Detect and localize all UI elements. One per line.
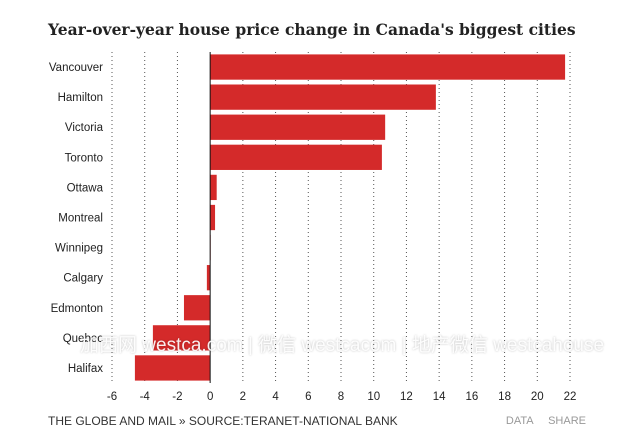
footer-source: THE GLOBE AND MAIL » SOURCE:TERANET-NATI… [48, 414, 398, 428]
x-tick-label: 2 [240, 391, 246, 403]
x-tick-label: 6 [305, 391, 311, 403]
bar-hamilton [210, 84, 436, 110]
category-label: Victoria [65, 122, 104, 134]
category-label: Toronto [65, 152, 103, 164]
category-label: Edmonton [51, 303, 103, 315]
x-tick-label: 16 [465, 391, 478, 403]
category-label: Winnipeg [55, 243, 103, 255]
x-tick-label: 4 [272, 391, 279, 403]
x-tick-label: -2 [172, 391, 182, 403]
x-tick-label: 8 [338, 391, 344, 403]
bar-montreal [210, 204, 216, 231]
share-link[interactable]: SHARE [548, 415, 586, 427]
bar-edmonton [183, 295, 211, 321]
bar-halifax [134, 355, 211, 381]
x-tick-label: 14 [433, 391, 446, 403]
category-label: Calgary [63, 273, 103, 285]
category-label: Hamilton [58, 92, 103, 104]
category-label: Quebec [63, 333, 104, 345]
data-link[interactable]: DATA [505, 415, 534, 427]
x-tick-label: 20 [531, 391, 544, 403]
x-tick-label: -4 [140, 391, 151, 403]
chart-title: Year-over-year house price change in Can… [48, 20, 576, 39]
bar-toronto [210, 144, 382, 170]
bar-ottawa [210, 174, 217, 201]
x-tick-label: 18 [498, 391, 511, 403]
footer-links: DATA SHARE [494, 415, 586, 427]
category-label: Montreal [58, 213, 103, 225]
bar-calgary [206, 265, 211, 291]
category-label: Ottawa [67, 182, 104, 194]
x-tick-label: 10 [367, 391, 380, 403]
x-tick-label: -6 [107, 391, 117, 403]
bar-quebec [152, 325, 211, 351]
category-label: Vancouver [49, 62, 103, 74]
x-tick-label: 12 [400, 391, 413, 403]
x-tick-label: 0 [207, 391, 213, 403]
x-tick-label: 22 [564, 391, 577, 403]
bar-vancouver [210, 54, 566, 80]
bar-victoria [210, 114, 386, 140]
category-label: Halifax [68, 363, 103, 375]
